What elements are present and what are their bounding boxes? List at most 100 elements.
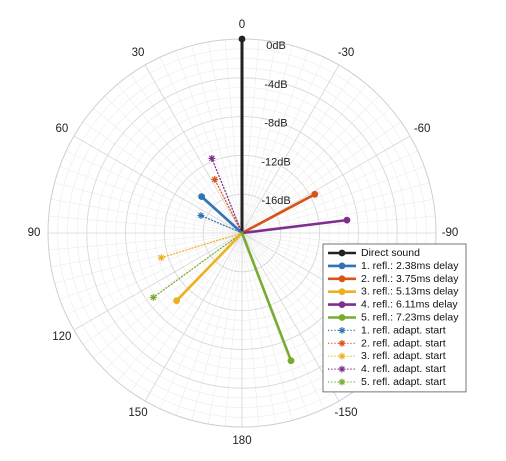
legend-item: 5. refl.: 7.23ms delay xyxy=(328,312,459,324)
legend-label: 2. refl.: 3.75ms delay xyxy=(361,273,459,285)
grid-spoke-minor xyxy=(50,199,243,234)
grid-spoke-minor xyxy=(191,45,243,234)
radial-tick-label: -8dB xyxy=(264,118,287,130)
stem-line xyxy=(175,231,244,302)
radial-tick-label: -16dB xyxy=(261,195,290,207)
stem-line xyxy=(200,214,243,234)
angle-tick-label: 120 xyxy=(52,331,71,343)
grid-spoke-minor xyxy=(117,232,243,382)
legend-label: 5. refl. adapt. start xyxy=(361,376,446,388)
dot-marker xyxy=(198,193,206,201)
angle-tick-label: 150 xyxy=(128,407,147,419)
stem-5-refl-adapt-start xyxy=(149,232,243,301)
grid-spoke-minor xyxy=(130,232,243,393)
grid-spoke-major xyxy=(144,232,243,402)
asterisk-marker xyxy=(157,254,165,262)
legend-label: 1. refl. adapt. start xyxy=(361,324,446,336)
grid-spoke-minor xyxy=(241,121,402,234)
grid-spoke-minor xyxy=(82,121,243,234)
angle-tick-label: -30 xyxy=(338,47,355,59)
grid-spoke-minor xyxy=(241,45,293,234)
grid-spoke-minor xyxy=(241,182,430,234)
legend-label: 2. refl. adapt. start xyxy=(361,337,446,349)
radial-tick-label: -12dB xyxy=(261,156,290,168)
legend-item: Direct sound xyxy=(328,247,420,259)
grid-spoke-minor xyxy=(50,232,243,267)
legend-item: 2. refl. adapt. start xyxy=(328,337,446,349)
stem-4-refl-adapt-start xyxy=(208,154,243,234)
radial-tick-label: -4dB xyxy=(264,79,287,91)
grid-spoke-minor xyxy=(241,73,354,234)
grid-spoke-minor xyxy=(241,108,391,234)
stem-3-refl-5-13ms-delay xyxy=(173,231,244,305)
grid-spoke-minor xyxy=(241,39,260,234)
grid-spoke-major xyxy=(73,232,243,331)
legend-label: 1. refl.: 2.38ms delay xyxy=(361,260,459,272)
grid-spoke-minor xyxy=(66,150,243,234)
legend-item: 3. refl.: 5.13ms delay xyxy=(328,286,459,298)
grid-spoke-minor xyxy=(224,39,243,234)
dot-marker xyxy=(338,288,346,296)
dot-marker xyxy=(343,216,351,224)
grid-spoke-minor xyxy=(241,199,434,234)
grid-spoke-minor xyxy=(48,232,243,251)
data-stems xyxy=(149,35,351,365)
grid-spoke-minor xyxy=(66,232,243,316)
grid-spoke-minor xyxy=(191,232,243,421)
dot-marker xyxy=(338,275,346,283)
dot-marker xyxy=(238,35,246,43)
legend-label: 3. refl.: 5.13ms delay xyxy=(361,286,459,298)
legend-label: 4. refl.: 6.11ms delay xyxy=(361,299,458,311)
angle-tick-label: -60 xyxy=(414,123,431,135)
angle-tick-label: 0 xyxy=(239,19,245,31)
grid-spoke-minor xyxy=(130,73,243,234)
legend-item: 2. refl.: 3.75ms delay xyxy=(328,273,459,285)
grid-spoke-minor xyxy=(159,232,243,409)
grid-spoke-minor xyxy=(54,232,243,284)
angle-tick-label: 90 xyxy=(28,227,41,239)
legend-label: Direct sound xyxy=(361,247,420,259)
stem-line xyxy=(200,195,244,235)
grid-spoke-minor xyxy=(59,232,243,300)
legend-item: 4. refl. adapt. start xyxy=(328,363,446,375)
grid-spoke-minor xyxy=(241,232,276,425)
grid-spoke-major xyxy=(73,135,243,234)
grid-spoke-minor xyxy=(208,232,243,425)
asterisk-marker xyxy=(338,378,346,386)
dot-marker xyxy=(287,357,295,365)
asterisk-marker xyxy=(338,365,346,373)
grid-spoke-minor xyxy=(241,41,276,234)
asterisk-marker xyxy=(211,176,219,183)
grid-spoke-major xyxy=(144,64,243,234)
legend-item: 3. refl. adapt. start xyxy=(328,350,446,362)
angle-tick-label: 30 xyxy=(132,47,145,59)
grid-spoke-minor xyxy=(241,232,325,409)
grid-spoke-minor xyxy=(241,50,309,234)
grid-spoke-minor xyxy=(159,57,243,234)
angle-tick-label: 60 xyxy=(55,123,68,135)
grid-spoke-minor xyxy=(241,232,293,421)
asterisk-marker xyxy=(208,154,216,162)
grid-spoke-minor xyxy=(104,95,243,234)
asterisk-marker xyxy=(197,212,205,219)
grid-spoke-minor xyxy=(241,166,425,234)
legend-label: 3. refl. adapt. start xyxy=(361,350,446,362)
legend-label: 4. refl. adapt. start xyxy=(361,363,446,375)
asterisk-marker xyxy=(338,339,346,347)
asterisk-marker xyxy=(149,294,157,301)
stem-5-refl-7-23ms-delay xyxy=(240,231,295,365)
legend-label: 5. refl.: 7.23ms delay xyxy=(361,312,459,324)
grid-spoke-minor xyxy=(175,232,243,416)
angle-tick-label: -150 xyxy=(334,407,357,419)
grid-spoke-minor xyxy=(54,182,243,234)
stem-line xyxy=(240,192,317,235)
stem-1-refl-adapt-start xyxy=(197,212,243,234)
legend-item: 1. refl.: 2.38ms delay xyxy=(328,260,459,272)
legend-item: 4. refl.: 6.11ms delay xyxy=(328,299,458,311)
stem-line xyxy=(240,218,349,235)
stem-4-refl-6-11ms-delay xyxy=(240,216,351,235)
asterisk-marker xyxy=(338,352,346,360)
